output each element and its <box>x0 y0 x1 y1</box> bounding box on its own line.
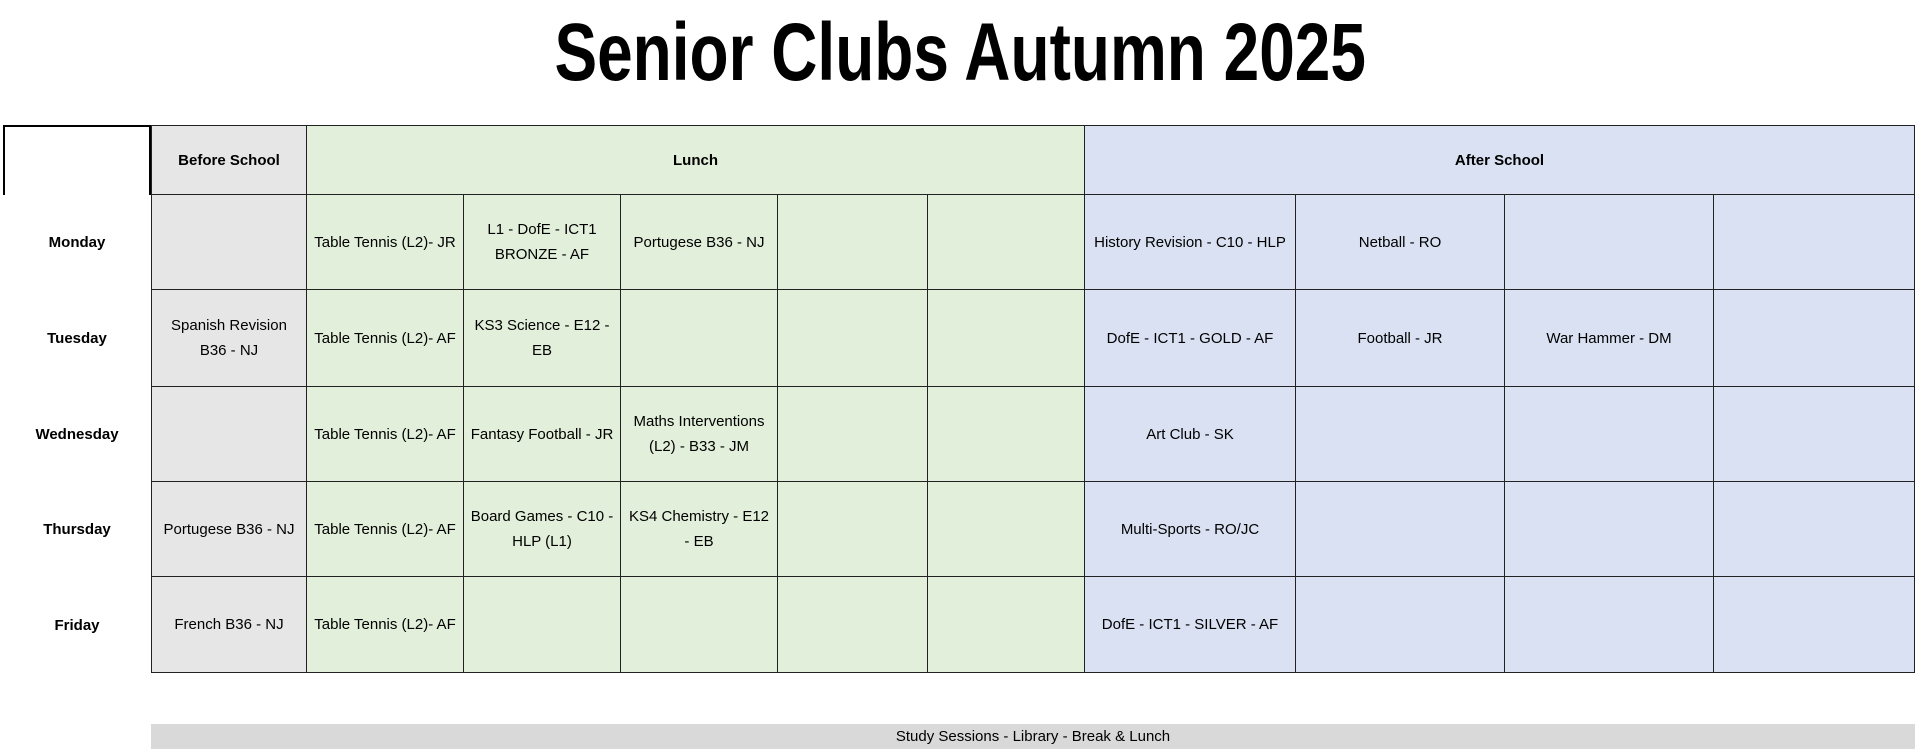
lunch-cell <box>778 195 928 290</box>
lunch-cell: KS4 Chemistry - E12 - EB <box>621 482 778 577</box>
before-school-cell <box>151 387 307 482</box>
lunch-cell: L1 - DofE - ICT1 BRONZE - AF <box>464 195 621 290</box>
after-school-cell <box>1714 482 1915 577</box>
lunch-cell: Table Tennis (L2)- AF <box>307 482 464 577</box>
header-after-school: After School <box>1085 125 1915 195</box>
lunch-cell <box>621 290 778 387</box>
after-school-cell: War Hammer - DM <box>1505 290 1714 387</box>
day-label: Thursday <box>3 482 151 577</box>
before-school-cell <box>151 195 307 290</box>
lunch-cell: Table Tennis (L2)- JR <box>307 195 464 290</box>
after-school-cell: Netball - RO <box>1296 195 1505 290</box>
lunch-cell <box>778 577 928 673</box>
after-school-cell <box>1505 482 1714 577</box>
lunch-cell <box>778 387 928 482</box>
header-before-school: Before School <box>151 125 307 195</box>
lunch-cell: Table Tennis (L2)- AF <box>307 290 464 387</box>
lunch-cell: Table Tennis (L2)- AF <box>307 577 464 673</box>
header-lunch: Lunch <box>307 125 1085 195</box>
after-school-cell <box>1714 290 1915 387</box>
lunch-cell: Table Tennis (L2)- AF <box>307 387 464 482</box>
day-label: Tuesday <box>3 290 151 387</box>
after-school-cell <box>1505 195 1714 290</box>
lunch-cell <box>928 195 1085 290</box>
day-label: Wednesday <box>3 387 151 482</box>
lunch-cell <box>928 387 1085 482</box>
lunch-cell <box>778 290 928 387</box>
after-school-cell <box>1714 577 1915 673</box>
after-school-cell: DofE - ICT1 - SILVER - AF <box>1085 577 1296 673</box>
lunch-cell <box>928 577 1085 673</box>
lunch-cell: Board Games - C10 - HLP (L1) <box>464 482 621 577</box>
after-school-cell: DofE - ICT1 - GOLD - AF <box>1085 290 1296 387</box>
lunch-cell <box>778 482 928 577</box>
after-school-cell <box>1505 387 1714 482</box>
before-school-cell: French B36 - NJ <box>151 577 307 673</box>
after-school-cell: History Revision - C10 - HLP <box>1085 195 1296 290</box>
after-school-cell <box>1505 577 1714 673</box>
after-school-cell: Art Club - SK <box>1085 387 1296 482</box>
before-school-cell: Portugese B36 - NJ <box>151 482 307 577</box>
lunch-cell: Maths Interventions (L2) - B33 - JM <box>621 387 778 482</box>
lunch-cell <box>464 577 621 673</box>
after-school-cell: Multi-Sports - RO/JC <box>1085 482 1296 577</box>
page-title: Senior Clubs Autumn 2025 <box>554 7 1366 98</box>
lunch-cell: Portugese B36 - NJ <box>621 195 778 290</box>
after-school-cell <box>1296 577 1505 673</box>
after-school-cell <box>1296 387 1505 482</box>
study-sessions-bar: Study Sessions - Library - Break & Lunch <box>151 724 1915 749</box>
before-school-cell: Spanish Revision B36 - NJ <box>151 290 307 387</box>
after-school-cell <box>1714 195 1915 290</box>
after-school-cell <box>1296 482 1505 577</box>
lunch-cell <box>928 290 1085 387</box>
lunch-cell: KS3 Science - E12 - EB <box>464 290 621 387</box>
after-school-cell: Football - JR <box>1296 290 1505 387</box>
day-label: Friday <box>3 577 151 673</box>
lunch-cell <box>621 577 778 673</box>
after-school-cell <box>1714 387 1915 482</box>
day-label: Monday <box>3 195 151 290</box>
lunch-cell <box>928 482 1085 577</box>
lunch-cell: Fantasy Football - JR <box>464 387 621 482</box>
